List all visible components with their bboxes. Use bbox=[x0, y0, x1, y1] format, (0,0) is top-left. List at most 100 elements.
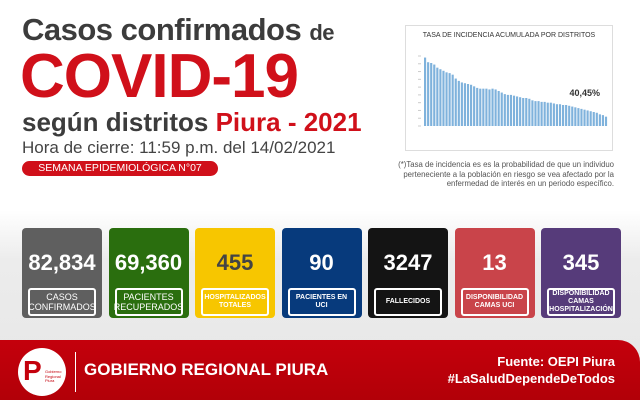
chart-bar bbox=[488, 89, 491, 126]
chart-bar bbox=[595, 112, 598, 126]
chart-bar bbox=[457, 80, 460, 126]
source-block: Fuente: OEPI Piura #LaSaludDependeDeTodos bbox=[448, 353, 615, 387]
chart-bar bbox=[479, 88, 482, 126]
subtitle-text: según distritos bbox=[22, 107, 209, 137]
chart-bar bbox=[549, 102, 552, 126]
stat-value: 455 bbox=[216, 250, 254, 275]
stat-label: CASOS CONFIRMADOS bbox=[28, 288, 96, 316]
stat-card: 345 DISPONIBILIDAD CAMAS HOSPITALIZACIÓN bbox=[541, 228, 621, 318]
chart-bar bbox=[445, 72, 448, 126]
stat-label: PACIENTES EN UCI bbox=[287, 288, 356, 316]
stat-card: 3247 FALLECIDOS bbox=[368, 228, 448, 318]
stat-value: 69,360 bbox=[114, 250, 183, 275]
chart-bar bbox=[470, 84, 473, 126]
stat-value: 3247 bbox=[383, 250, 433, 275]
divider bbox=[75, 352, 76, 392]
chart-bar bbox=[558, 104, 562, 126]
chart-bar bbox=[525, 98, 528, 126]
source: Fuente: OEPI Piura bbox=[497, 354, 615, 369]
chart-bar bbox=[519, 97, 522, 126]
chart-bar bbox=[482, 88, 485, 126]
chart-bar bbox=[473, 86, 476, 126]
stat-value: 82,834 bbox=[28, 250, 96, 275]
chart-bar bbox=[466, 84, 470, 126]
chart-bar bbox=[424, 57, 427, 126]
week-badge: SEMANA EPIDEMIOLÓGICA N°07 bbox=[22, 161, 218, 176]
chart-bar bbox=[491, 88, 494, 126]
stat-card: 69,360 PACIENTES RECUPERADOS bbox=[108, 228, 189, 318]
chart-bar bbox=[543, 101, 546, 126]
chart-bar bbox=[512, 95, 516, 126]
chart-bar bbox=[534, 101, 537, 126]
chart-bar bbox=[528, 98, 531, 126]
chart-bar bbox=[552, 103, 555, 126]
stat-label: DISPONIBILIDAD CAMAS UCI bbox=[460, 288, 529, 316]
chart-bar bbox=[571, 106, 574, 126]
title-line1: Casos confirmados de bbox=[22, 12, 335, 47]
chart-bar bbox=[574, 107, 577, 126]
chart-bar bbox=[476, 87, 479, 126]
hashtag: #LaSaludDependeDeTodos bbox=[447, 371, 615, 386]
chart-bar bbox=[562, 105, 565, 126]
chart-bar bbox=[577, 108, 580, 126]
chart-bar bbox=[546, 102, 549, 126]
chart-bar bbox=[436, 67, 439, 126]
chart-bar bbox=[460, 82, 463, 126]
chart-bar bbox=[604, 116, 608, 126]
closing-time: Hora de cierre: 11:59 p.m. del 14/02/202… bbox=[22, 138, 336, 157]
stat-card: 82,834 CASOS CONFIRMADOS bbox=[22, 228, 102, 318]
chart-bar bbox=[485, 88, 488, 126]
chart-bar bbox=[439, 69, 442, 126]
chart-bar bbox=[586, 110, 589, 126]
title-text: Casos confirmados bbox=[22, 12, 302, 47]
logo-text: Gobierno Regional Piura bbox=[45, 369, 62, 383]
chart-bar bbox=[565, 105, 568, 126]
chart-bar bbox=[451, 74, 454, 126]
stat-value: 345 bbox=[562, 250, 600, 275]
stat-value: 90 bbox=[309, 250, 334, 275]
stat-label: DISPONIBILIDAD CAMAS HOSPITALIZACIÓN bbox=[547, 288, 615, 316]
chart-bar bbox=[494, 89, 497, 126]
chart-bar bbox=[598, 114, 601, 126]
chart-bar bbox=[522, 98, 525, 126]
chart-bar bbox=[454, 78, 457, 126]
chart-bar bbox=[463, 83, 467, 126]
stat-card: 13 DISPONIBILIDAD CAMAS UCI bbox=[454, 228, 535, 318]
chart-bar bbox=[516, 96, 519, 126]
title-covid: COVID-19 bbox=[20, 42, 299, 111]
stat-label: FALLECIDOS bbox=[374, 288, 442, 316]
chart-bar bbox=[555, 104, 559, 126]
chart-bar bbox=[580, 108, 583, 126]
chart-bar bbox=[601, 115, 605, 126]
subtitle-highlight: Piura - 2021 bbox=[215, 107, 362, 137]
chart-bar bbox=[448, 73, 451, 126]
chart-bar bbox=[506, 94, 509, 126]
chart-annotation: 40,45% bbox=[567, 88, 602, 99]
chart-bar bbox=[537, 101, 540, 126]
chart-bar bbox=[497, 91, 500, 126]
footnote: (*)Tasa de incidencia es es la probabili… bbox=[398, 160, 614, 188]
chart-bar bbox=[568, 105, 571, 126]
stat-value: 13 bbox=[482, 250, 507, 275]
incidence-chart: TASA DE INCIDENCIA ACUMULADA POR DISTRIT… bbox=[405, 25, 613, 151]
chart-bar bbox=[592, 112, 595, 126]
chart-bar bbox=[540, 101, 543, 126]
stat-card: 90 PACIENTES EN UCI bbox=[281, 228, 362, 318]
title-line3: según distritos Piura - 2021 bbox=[22, 108, 362, 136]
chart-bar bbox=[430, 63, 433, 126]
chart-bar bbox=[583, 109, 586, 126]
stat-label: PACIENTES RECUPERADOS bbox=[114, 288, 183, 316]
footer-band: P Gobierno Regional Piura GOBIERNO REGIONAL… bbox=[0, 340, 640, 400]
stat-label: HOSPITALIZADOS TOTALES bbox=[201, 288, 269, 316]
title-suffix: de bbox=[309, 20, 335, 45]
chart-bars bbox=[418, 55, 608, 127]
chart-bar bbox=[503, 94, 506, 126]
chart-bar bbox=[427, 62, 430, 126]
chart-bar bbox=[589, 111, 592, 126]
chart-bar bbox=[500, 92, 503, 126]
chart-bar bbox=[509, 94, 513, 126]
chart-bar bbox=[531, 100, 534, 126]
chart-bar bbox=[442, 70, 445, 126]
stat-card: 455 HOSPITALIZADOS TOTALES bbox=[195, 228, 275, 318]
chart-bar bbox=[433, 64, 436, 126]
